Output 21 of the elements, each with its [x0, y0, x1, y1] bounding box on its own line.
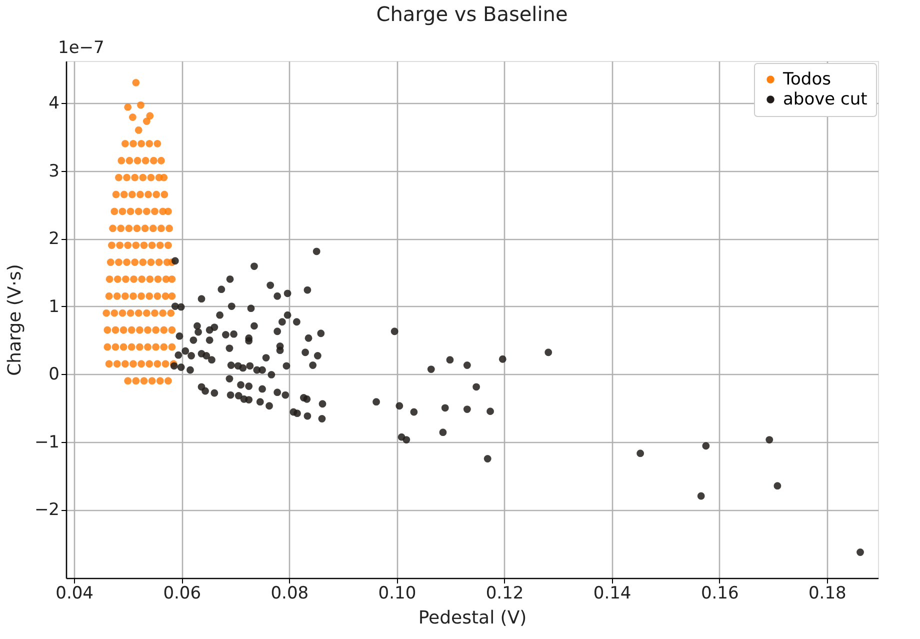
x-tick-label: 0.18	[808, 584, 846, 604]
y-tick-label: 3	[48, 161, 60, 182]
legend-label: above cut	[783, 90, 868, 110]
text: 1e−7	[58, 38, 104, 58]
x-tick-label: 0.16	[700, 584, 739, 604]
y-tick-label: 0	[48, 364, 60, 385]
y-tick-label: −2	[34, 500, 60, 520]
x-axis-title: Pedestal (V)	[418, 608, 527, 628]
y-tick-label: 1	[48, 296, 60, 317]
x-tick-label: 0.04	[56, 584, 94, 604]
chart-title: Charge vs Baseline	[376, 2, 568, 26]
y-tick-label: −1	[34, 432, 60, 452]
x-tick-label: 0.10	[378, 584, 416, 604]
x-tick-label: 0.14	[593, 584, 632, 604]
x-tick-label: 0.12	[486, 584, 524, 604]
x-tick-label: 0.08	[270, 584, 309, 604]
x-tick-label: 0.06	[163, 584, 202, 604]
legend-label: Todos	[782, 70, 832, 90]
y-tick-label: 2	[48, 229, 60, 250]
y-tick-label: 4	[48, 94, 60, 114]
y-axis-title: Charge (V·s)	[4, 264, 26, 376]
